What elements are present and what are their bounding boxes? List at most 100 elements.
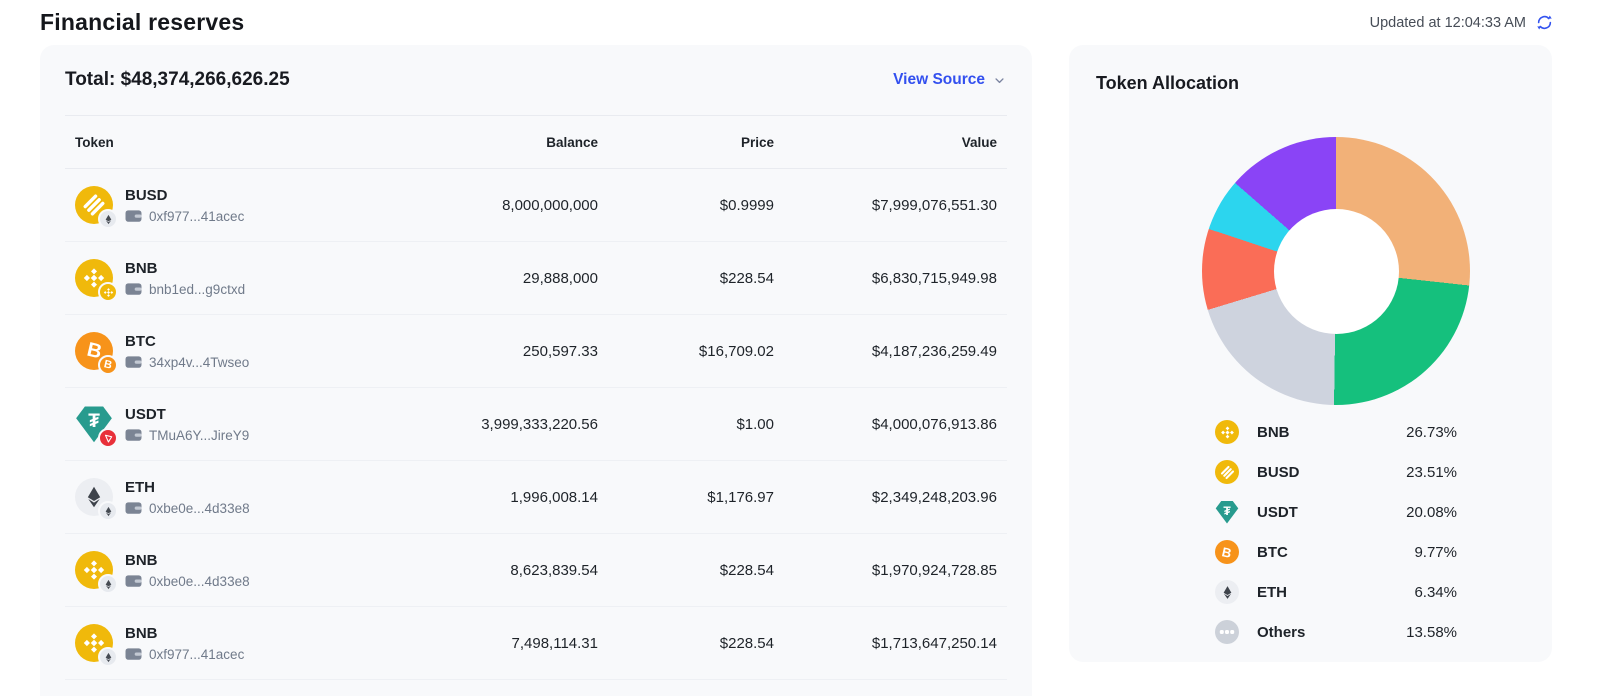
others-icon <box>1215 620 1239 644</box>
bnb-network-badge-icon <box>98 282 118 302</box>
view-source-button[interactable]: View Source <box>893 71 1007 89</box>
column-header-token: Token <box>75 134 114 150</box>
wallet-icon <box>125 502 142 514</box>
legend-label: ETH <box>1257 583 1287 601</box>
token-address: TMuA6Y...JireY9 <box>149 427 250 443</box>
price-cell: $1.00 <box>736 415 774 433</box>
usdt-icon: ₮ <box>1215 500 1239 524</box>
btc-icon: B B <box>75 332 118 375</box>
busd-icon <box>1215 460 1239 484</box>
balance-cell: 250,597.33 <box>522 342 598 360</box>
price-cell: $228.54 <box>719 634 774 652</box>
wallet-icon <box>125 283 142 295</box>
value-cell: $1,970,924,728.85 <box>871 561 997 579</box>
eth-network-badge-icon <box>98 647 118 667</box>
token-address: 0xf977...41acec <box>149 646 245 662</box>
value-cell: $4,187,236,259.49 <box>871 342 997 360</box>
token-symbol: BNB <box>125 259 158 277</box>
wallet-icon <box>125 648 142 660</box>
wallet-icon <box>125 575 142 587</box>
refresh-icon <box>1536 14 1553 31</box>
wallet-icon <box>125 210 142 222</box>
legend-item: Others 13.58% <box>1215 612 1457 652</box>
token-address: 34xp4v...4Twseo <box>149 354 250 370</box>
price-cell: $228.54 <box>719 561 774 579</box>
table-row: B B BTC 34xp4v...4Twseo 250,597.33 $16,7… <box>65 315 1007 388</box>
table-row: BUSD 0xf977...41acec 8,000,000,000 $0.99… <box>65 169 1007 242</box>
value-cell: $2,349,248,203.96 <box>871 488 997 506</box>
table-row: BNB bnb1ed...g9ctxd 29,888,000 $228.54 $… <box>65 242 1007 315</box>
value-cell: $6,830,715,949.98 <box>871 269 997 287</box>
wallet-icon <box>125 429 142 441</box>
legend-label: BTC <box>1257 543 1288 561</box>
balance-cell: 8,000,000,000 <box>502 196 598 214</box>
price-cell: $228.54 <box>719 269 774 287</box>
balance-cell: 3,999,333,220.56 <box>481 415 598 433</box>
tron-network-badge-icon <box>98 428 118 448</box>
balance-cell: 8,623,839.54 <box>510 561 598 579</box>
balance-cell: 1,996,008.14 <box>510 488 598 506</box>
legend-percentage: 13.58% <box>1406 623 1457 641</box>
refresh-button[interactable] <box>1535 13 1554 32</box>
price-cell: $0.9999 <box>719 196 774 214</box>
chevron-down-icon <box>995 77 1004 83</box>
legend-percentage: 26.73% <box>1406 423 1457 441</box>
wallet-icon <box>125 356 142 368</box>
busd-icon <box>75 186 118 229</box>
financial-reserves-card: Total: $48,374,266,626.25 View Source To… <box>40 45 1032 696</box>
legend-percentage: 9.77% <box>1414 543 1457 561</box>
legend-percentage: 20.08% <box>1406 503 1457 521</box>
updated-timestamp: Updated at 12:04:33 AM <box>1369 14 1526 31</box>
legend-label: BNB <box>1257 423 1290 441</box>
table-row: BNB 0xf977...41acec 7,498,114.31 $228.54… <box>65 607 1007 680</box>
bnb-icon <box>75 551 118 594</box>
top-bar: Financial reserves Updated at 12:04:33 A… <box>0 0 1600 37</box>
legend-item: ₮ USDT 20.08% <box>1215 492 1457 532</box>
token-allocation-donut[interactable] <box>1202 137 1470 405</box>
column-header-value: Value <box>961 134 997 150</box>
table-row: BNB 0xbe0e...4d33e8 8,623,839.54 $228.54… <box>65 534 1007 607</box>
token-symbol: BUSD <box>125 186 168 204</box>
balance-cell: 29,888,000 <box>522 269 598 287</box>
bnb-icon <box>75 259 118 302</box>
token-symbol: BNB <box>125 624 158 642</box>
token-allocation-title: Token Allocation <box>1096 73 1240 93</box>
legend-percentage: 6.34% <box>1414 583 1457 601</box>
balance-cell: 7,498,114.31 <box>511 634 598 652</box>
legend-item: ETH 6.34% <box>1215 572 1457 612</box>
price-cell: $1,176.97 <box>707 488 774 506</box>
eth-icon <box>75 478 118 521</box>
column-header-price: Price <box>740 134 774 150</box>
token-address: bnb1ed...g9ctxd <box>149 281 246 297</box>
donut-legend: BNB 26.73% BUSD 23.51% ₮ USDT 20.08% B B… <box>1215 412 1457 652</box>
legend-label: BUSD <box>1257 463 1300 481</box>
usdt-icon: ₮ <box>75 405 118 448</box>
token-address: 0xbe0e...4d33e8 <box>149 500 250 516</box>
eth-icon <box>1215 580 1239 604</box>
last-updated: Updated at 12:04:33 AM <box>1370 13 1554 32</box>
page-title: Financial reserves <box>40 9 245 35</box>
token-symbol: BTC <box>125 332 156 350</box>
table-header-row: Token Balance Price Value <box>65 115 1007 169</box>
column-header-balance: Balance <box>546 134 598 150</box>
legend-label: Others <box>1257 623 1306 641</box>
btc-network-badge-icon: B <box>98 355 118 375</box>
token-symbol: ETH <box>125 478 155 496</box>
eth-network-badge-icon <box>98 501 118 521</box>
eth-network-badge-icon <box>98 209 118 229</box>
legend-percentage: 23.51% <box>1406 463 1457 481</box>
table-row: ETH 0xbe0e...4d33e8 1,996,008.14 $1,176.… <box>65 461 1007 534</box>
token-allocation-card: Token Allocation BNB 26.73% BUSD 23.51% … <box>1069 45 1552 662</box>
token-address: 0xf977...41acec <box>149 208 245 224</box>
value-cell: $7,999,076,551.30 <box>871 196 997 214</box>
total-reserves-value: Total: $48,374,266,626.25 <box>65 69 290 90</box>
table-row: ₮ USDT TMuA6Y...JireY9 3,999,333,220.56 … <box>65 388 1007 461</box>
token-address: 0xbe0e...4d33e8 <box>149 573 250 589</box>
value-cell: $4,000,076,913.86 <box>871 415 997 433</box>
bnb-icon <box>1215 420 1239 444</box>
reserves-table: Token Balance Price Value BUSD 0xf977...… <box>40 115 1032 680</box>
value-cell: $1,713,647,250.14 <box>871 634 997 652</box>
legend-item: B BTC 9.77% <box>1215 532 1457 572</box>
legend-item: BNB 26.73% <box>1215 412 1457 452</box>
bnb-icon <box>75 624 118 667</box>
